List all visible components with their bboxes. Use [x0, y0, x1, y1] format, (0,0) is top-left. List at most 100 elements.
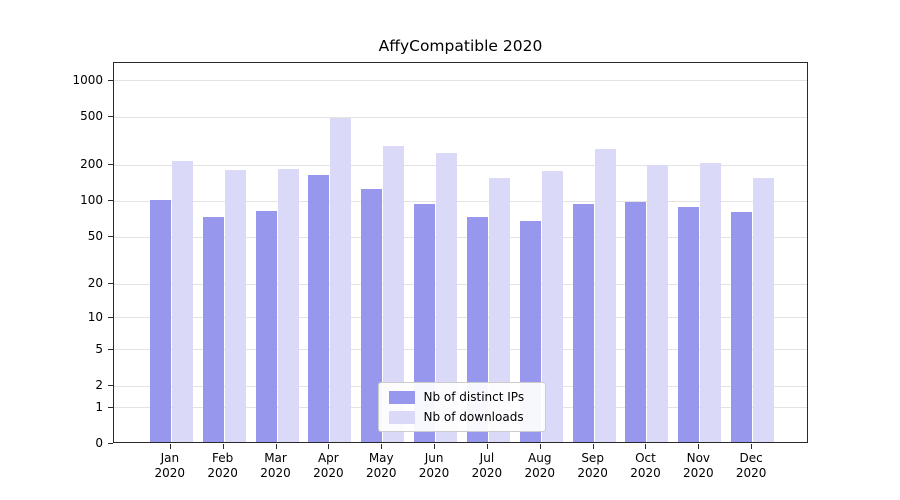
x-tick-month: Mar — [264, 451, 287, 465]
x-tick-year: 2020 — [418, 466, 450, 480]
y-tick-label-200: 200 — [80, 157, 103, 172]
bar-distinct-ips-mar — [255, 211, 277, 442]
y-tick-label-10: 10 — [87, 309, 103, 324]
x-tick-month: Jul — [479, 451, 495, 465]
y-tick-label-0: 0 — [95, 436, 103, 450]
gridline-y-20 — [114, 283, 807, 285]
y-tick-label-1000: 1000 — [72, 72, 103, 87]
y-tick-mark — [108, 385, 113, 387]
x-tick-month: May — [368, 451, 394, 465]
x-tick-mark — [169, 444, 171, 449]
y-tick-mark — [108, 200, 113, 202]
x-tick-label-aug: Aug 2020 — [508, 451, 572, 481]
legend: Nb of distinct IPs Nb of downloads — [377, 382, 546, 432]
x-tick-label-nov: Nov 2020 — [666, 451, 730, 481]
y-tick-mark — [108, 316, 113, 318]
gridline-y-1000 — [114, 80, 807, 82]
bar-distinct-ips-dec — [731, 212, 753, 442]
x-tick-month: Feb — [212, 451, 234, 465]
legend-swatch-downloads — [388, 410, 415, 424]
x-tick-month: Aug — [528, 451, 552, 465]
x-tick-year: 2020 — [577, 466, 608, 480]
bar-downloads-dec — [753, 177, 775, 442]
x-tick-month: Jun — [424, 451, 444, 465]
bar-distinct-ips-feb — [202, 217, 224, 442]
x-tick-year: 2020 — [365, 466, 397, 480]
y-tick-mark — [108, 164, 113, 166]
bar-distinct-ips-sep — [572, 204, 594, 442]
x-tick-year: 2020 — [735, 466, 767, 480]
y-tick-mark — [108, 348, 113, 350]
gridline-y-50 — [114, 236, 807, 238]
x-tick-year: 2020 — [630, 466, 661, 480]
x-tick-year: 2020 — [683, 466, 714, 480]
y-tick-label-500: 500 — [80, 109, 103, 124]
x-tick-label-sep: Sep 2020 — [561, 451, 625, 481]
y-tick-mark — [108, 406, 113, 408]
x-tick-mark — [222, 444, 224, 449]
bar-downloads-jul — [488, 177, 510, 442]
x-tick-year: 2020 — [207, 466, 238, 480]
bar-distinct-ips-may — [361, 189, 383, 442]
x-tick-mark — [751, 444, 753, 449]
legend-item-distinct-ips: Nb of distinct IPs — [388, 390, 535, 404]
gridline-y-10 — [114, 317, 807, 319]
gridline-y-5 — [114, 349, 807, 351]
x-tick-year: 2020 — [154, 466, 186, 480]
x-tick-mark — [434, 444, 436, 449]
gridline-y-100 — [114, 200, 807, 202]
y-tick-label-100: 100 — [80, 193, 103, 208]
x-tick-label-apr: Apr 2020 — [296, 451, 360, 481]
bar-downloads-sep — [594, 148, 616, 442]
bar-downloads-may — [383, 145, 405, 442]
bar-downloads-mar — [277, 169, 299, 442]
chart-title: AffyCompatible 2020 — [378, 37, 543, 55]
gridline-y-500 — [114, 116, 807, 118]
x-tick-mark — [645, 444, 647, 449]
x-tick-label-dec: Dec 2020 — [719, 451, 783, 481]
bar-downloads-jan — [171, 160, 193, 442]
x-tick-label-oct: Oct 2020 — [613, 451, 677, 481]
bar-distinct-ips-apr — [308, 175, 330, 442]
bar-downloads-jun — [436, 152, 458, 442]
y-tick-label-20: 20 — [87, 276, 103, 290]
x-tick-label-jan: Jan 2020 — [138, 451, 202, 481]
bar-distinct-ips-nov — [678, 207, 700, 442]
y-tick-mark — [108, 443, 113, 444]
y-tick-mark — [108, 236, 113, 238]
x-tick-mark — [486, 444, 488, 449]
y-tick-label-5: 5 — [95, 341, 103, 356]
x-tick-year: 2020 — [313, 466, 344, 480]
bar-downloads-apr — [330, 117, 352, 442]
x-tick-month: Apr — [317, 451, 339, 465]
x-tick-mark — [539, 444, 541, 449]
bar-distinct-ips-oct — [625, 202, 647, 442]
y-tick-label-50: 50 — [87, 229, 103, 244]
bar-downloads-nov — [700, 162, 722, 442]
legend-item-downloads: Nb of downloads — [388, 410, 535, 424]
bar-downloads-feb — [224, 170, 246, 442]
x-tick-month: Jan — [160, 451, 180, 465]
y-tick-mark — [108, 79, 113, 81]
x-tick-label-jul: Jul 2020 — [455, 451, 519, 481]
x-tick-mark — [275, 444, 277, 449]
x-tick-year: 2020 — [524, 466, 556, 480]
plot-area: Nb of distinct IPs Nb of downloads — [113, 62, 808, 443]
x-tick-month: Nov — [686, 451, 711, 465]
x-tick-month: Dec — [739, 451, 763, 465]
legend-label-downloads: Nb of downloads — [423, 410, 524, 424]
x-tick-mark — [698, 444, 700, 449]
legend-label-distinct-ips: Nb of distinct IPs — [423, 390, 525, 404]
x-tick-label-may: May 2020 — [349, 451, 413, 481]
x-tick-label-mar: Mar 2020 — [244, 451, 308, 481]
y-tick-mark — [108, 116, 113, 118]
bar-distinct-ips-jan — [149, 199, 171, 442]
y-tick-label-1: 1 — [95, 399, 103, 414]
x-tick-label-jun: Jun 2020 — [402, 451, 466, 481]
bar-downloads-aug — [541, 171, 563, 442]
x-tick-label-feb: Feb 2020 — [191, 451, 255, 481]
bar-downloads-oct — [647, 165, 669, 442]
x-tick-year: 2020 — [260, 466, 291, 480]
x-tick-month: Oct — [635, 451, 656, 465]
